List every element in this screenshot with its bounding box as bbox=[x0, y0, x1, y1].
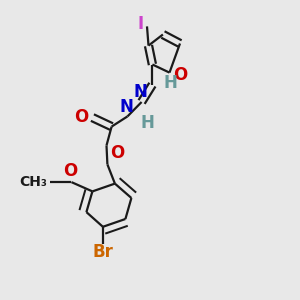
Text: N: N bbox=[133, 83, 147, 101]
Text: O: O bbox=[173, 66, 187, 84]
Text: O: O bbox=[63, 162, 77, 180]
Text: Br: Br bbox=[92, 243, 113, 261]
Text: H: H bbox=[164, 74, 178, 92]
Text: O: O bbox=[74, 108, 89, 126]
Text: N: N bbox=[119, 98, 133, 116]
Text: O: O bbox=[110, 144, 125, 162]
Text: H: H bbox=[141, 114, 155, 132]
Text: I: I bbox=[138, 15, 144, 33]
Text: CH₃: CH₃ bbox=[20, 175, 47, 189]
